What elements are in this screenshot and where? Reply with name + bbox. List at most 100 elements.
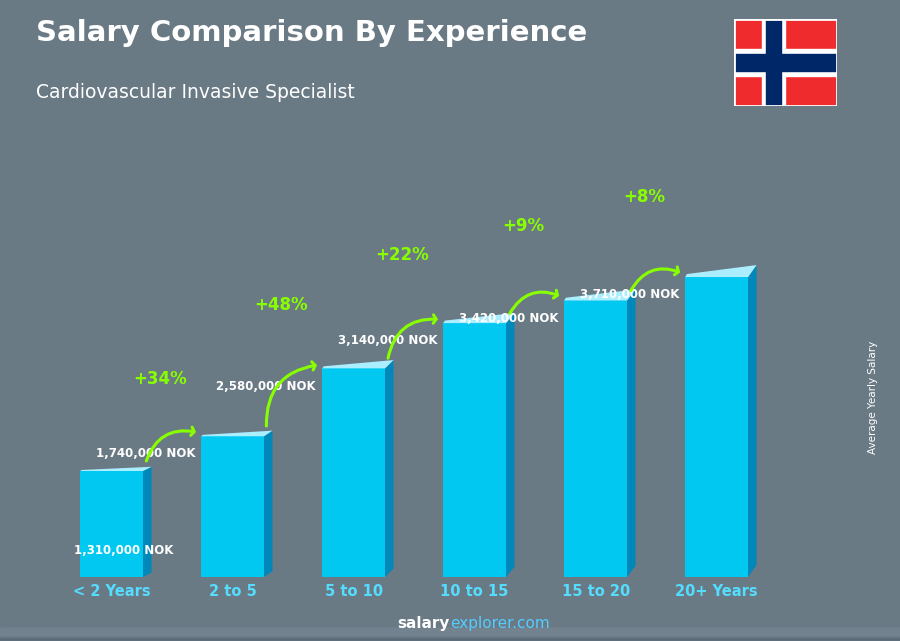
Text: 3,140,000 NOK: 3,140,000 NOK: [338, 334, 437, 347]
Bar: [0, 629, 900, 636]
Bar: [0, 631, 900, 637]
Bar: [0, 631, 900, 638]
Bar: [0, 634, 900, 640]
Bar: [0, 631, 900, 637]
Bar: [0, 632, 900, 638]
Polygon shape: [201, 431, 273, 437]
Bar: [0, 631, 900, 638]
Bar: [0, 633, 900, 639]
Bar: [0, 635, 900, 641]
Bar: [0, 631, 900, 638]
Bar: [0, 633, 900, 639]
Bar: [0, 630, 900, 637]
Bar: [80, 471, 143, 577]
Bar: [0, 631, 900, 638]
Bar: [0, 629, 900, 635]
Bar: [0, 633, 900, 640]
Bar: [322, 369, 385, 577]
Bar: [0, 633, 900, 640]
Bar: [0, 631, 900, 638]
Bar: [0, 629, 900, 635]
Bar: [0, 634, 900, 640]
Bar: [734, 49, 837, 76]
Polygon shape: [627, 290, 635, 577]
Text: Average Yearly Salary: Average Yearly Salary: [868, 341, 878, 454]
Bar: [0, 632, 900, 638]
Text: +22%: +22%: [375, 246, 429, 263]
Bar: [0, 634, 900, 640]
Text: 3,710,000 NOK: 3,710,000 NOK: [580, 288, 680, 301]
Bar: [0, 629, 900, 635]
Polygon shape: [506, 313, 515, 577]
Bar: [685, 277, 748, 577]
Bar: [767, 19, 780, 106]
Bar: [0, 633, 900, 639]
Bar: [0, 633, 900, 639]
Bar: [0, 635, 900, 641]
Text: +9%: +9%: [502, 217, 544, 235]
Bar: [0, 633, 900, 639]
Bar: [0, 631, 900, 638]
Bar: [0, 633, 900, 640]
Bar: [0, 631, 900, 637]
Bar: [0, 634, 900, 640]
Bar: [0, 633, 900, 640]
Bar: [0, 629, 900, 636]
Polygon shape: [143, 467, 151, 577]
Bar: [0, 630, 900, 637]
Bar: [0, 629, 900, 635]
Bar: [0, 634, 900, 640]
Bar: [0, 630, 900, 637]
Bar: [0, 629, 900, 636]
Polygon shape: [264, 431, 273, 577]
Polygon shape: [443, 313, 515, 323]
Polygon shape: [685, 265, 757, 277]
Bar: [0, 633, 900, 640]
Bar: [0, 628, 900, 635]
Bar: [0, 633, 900, 640]
Bar: [0, 631, 900, 637]
Bar: [0, 629, 900, 636]
Text: Cardiovascular Invasive Specialist: Cardiovascular Invasive Specialist: [36, 83, 355, 103]
Bar: [0, 633, 900, 639]
Text: salary: salary: [398, 617, 450, 631]
Text: Salary Comparison By Experience: Salary Comparison By Experience: [36, 19, 587, 47]
Text: 1,740,000 NOK: 1,740,000 NOK: [95, 447, 195, 460]
Bar: [0, 629, 900, 636]
Bar: [0, 634, 900, 640]
Bar: [0, 631, 900, 637]
Text: 1,310,000 NOK: 1,310,000 NOK: [74, 544, 174, 557]
Bar: [0, 634, 900, 640]
Bar: [0, 635, 900, 641]
Bar: [0, 631, 900, 637]
Bar: [443, 323, 506, 577]
Bar: [0, 630, 900, 637]
Polygon shape: [322, 360, 393, 369]
Polygon shape: [80, 467, 151, 471]
Bar: [0, 629, 900, 635]
Bar: [0, 633, 900, 640]
Bar: [0, 629, 900, 635]
Bar: [0, 632, 900, 638]
Bar: [0, 631, 900, 637]
Bar: [0, 633, 900, 640]
Bar: [0, 632, 900, 638]
Polygon shape: [385, 360, 393, 577]
Bar: [0, 629, 900, 636]
Text: 2,580,000 NOK: 2,580,000 NOK: [217, 379, 316, 392]
Bar: [0, 630, 900, 637]
Bar: [0, 631, 900, 638]
Bar: [0, 629, 900, 636]
Bar: [0, 631, 900, 637]
Bar: [0, 633, 900, 639]
Bar: [0, 629, 900, 636]
Bar: [0, 632, 900, 638]
Text: +34%: +34%: [133, 370, 187, 388]
Bar: [0, 629, 900, 635]
Bar: [0, 631, 900, 638]
Bar: [0, 628, 900, 635]
Text: explorer.com: explorer.com: [450, 617, 550, 631]
Bar: [0, 631, 900, 637]
Bar: [0, 634, 900, 640]
Bar: [0, 633, 900, 640]
